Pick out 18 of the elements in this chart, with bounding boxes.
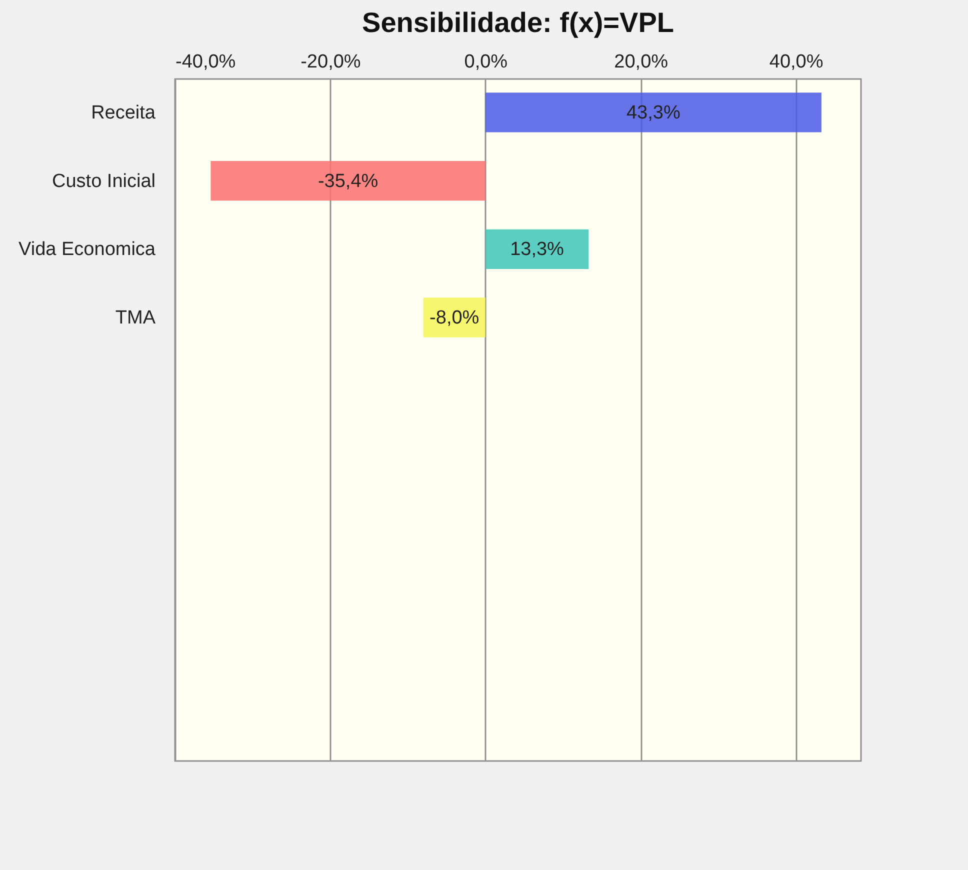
y-tick-label: TMA xyxy=(115,307,156,328)
x-tick-label: -40,0% xyxy=(176,52,236,72)
bar xyxy=(485,229,589,269)
y-tick-label: Custo Inicial xyxy=(52,170,156,192)
y-tick-label: Receita xyxy=(91,102,156,124)
data-label: -35,4% xyxy=(318,170,378,192)
x-tick-label: -20,0% xyxy=(300,52,361,72)
data-label: 13,3% xyxy=(510,239,564,260)
data-label: 43,3% xyxy=(626,102,680,124)
y-tick-label: Vida Economica xyxy=(18,239,156,260)
bar xyxy=(210,161,486,201)
x-tick-label: 40,0% xyxy=(769,52,824,72)
x-tick-label: 0,0% xyxy=(464,52,508,72)
data-label: -8,0% xyxy=(430,307,480,328)
bar xyxy=(485,92,822,132)
chart-title: Sensibilidade: f(x)=VPL xyxy=(362,7,674,38)
x-tick-label: 20,0% xyxy=(614,52,668,72)
bar xyxy=(423,298,486,338)
